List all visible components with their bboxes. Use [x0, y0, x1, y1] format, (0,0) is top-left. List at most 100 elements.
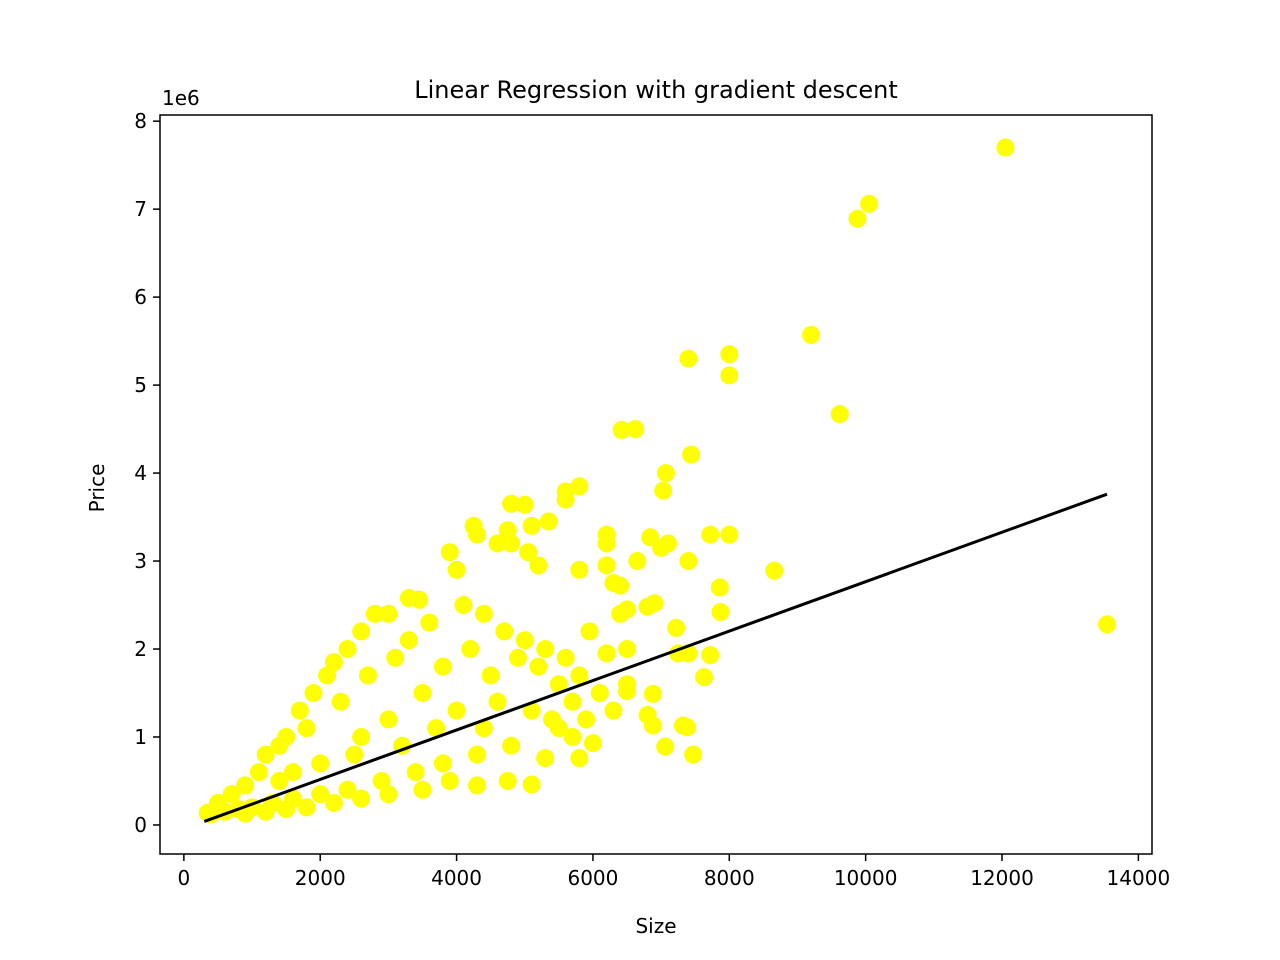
scatter-point — [358, 666, 377, 685]
scatter-point — [236, 776, 255, 795]
x-tick-label: 4000 — [431, 866, 482, 890]
scatter-point — [522, 516, 541, 535]
x-axis-label: Size — [635, 914, 676, 938]
scatter-point — [454, 596, 473, 615]
scatter-point — [290, 701, 309, 720]
scatter-point — [549, 675, 568, 694]
scatter-point — [338, 780, 357, 799]
scatter-point — [433, 657, 452, 676]
scatter-point — [447, 701, 466, 720]
scatter-point — [406, 763, 425, 782]
scatter-point — [352, 622, 371, 641]
scatter-point — [256, 745, 275, 764]
scatter-point — [352, 727, 371, 746]
regression-line-series — [203, 492, 1108, 823]
scatter-point — [638, 597, 657, 616]
y-tick-label: 5 — [134, 373, 147, 397]
scatter-point — [626, 420, 645, 439]
scatter-point — [502, 494, 521, 513]
scatter-point — [277, 800, 296, 819]
scatter-point — [536, 640, 555, 659]
scatter-point — [643, 716, 662, 735]
scatter-point — [318, 666, 337, 685]
scatter-point — [304, 684, 323, 703]
y-axis-label: Price — [85, 464, 109, 513]
x-tick-label: 14000 — [1107, 866, 1171, 890]
scatter-point — [563, 692, 582, 711]
scatter-point — [597, 534, 616, 553]
scatter-point — [515, 495, 534, 514]
scatter-point — [695, 668, 714, 687]
scatter-point — [628, 552, 647, 571]
scatter-point — [654, 481, 673, 500]
scatter-point — [413, 684, 432, 703]
scatter-point — [502, 534, 521, 553]
y-tick-label: 0 — [134, 813, 147, 837]
x-axis-ticks: 0 2000 4000 6000 8000 10000 12000 14000 — [177, 854, 1170, 890]
scatter-point — [447, 560, 466, 579]
x-tick-label: 2000 — [295, 866, 346, 890]
scatter-point — [996, 138, 1015, 157]
scatter-point — [324, 653, 343, 672]
scatter-point — [597, 644, 616, 663]
y-tick-label: 1 — [134, 725, 147, 749]
x-tick-label: 0 — [177, 866, 190, 890]
scatter-point — [311, 754, 330, 773]
scatter-point — [590, 684, 609, 703]
scatter-point — [563, 727, 582, 746]
scatter-point — [481, 666, 500, 685]
scatter-point — [618, 682, 637, 701]
scatter-point — [1098, 615, 1117, 634]
scatter-point — [611, 576, 630, 595]
scatter-point — [656, 737, 675, 756]
scatter-point — [515, 631, 534, 650]
scatter-point — [379, 785, 398, 804]
scatter-point — [488, 534, 507, 553]
scatter-point — [498, 771, 517, 790]
scatter-point — [711, 603, 730, 622]
scatter-point — [848, 209, 867, 228]
scatter-point — [270, 736, 289, 755]
scatter-point — [611, 604, 630, 623]
scatter-point — [502, 736, 521, 755]
scatter-point — [461, 640, 480, 659]
scatter-point — [338, 640, 357, 659]
y-tick-label: 3 — [134, 549, 147, 573]
scatter-point — [468, 745, 487, 764]
scatter-point — [222, 785, 241, 804]
scatter-point — [379, 710, 398, 729]
scatter-point — [413, 780, 432, 799]
scatter-point — [583, 734, 602, 753]
scatter-point — [536, 749, 555, 768]
scatter-point — [580, 622, 599, 641]
scatter-point — [345, 745, 364, 764]
scatter-point — [802, 325, 821, 344]
y-tick-label: 4 — [134, 461, 147, 485]
scatter-point — [311, 785, 330, 804]
scatter-point — [720, 366, 739, 385]
scatter-point — [570, 749, 589, 768]
scatter-point — [297, 798, 316, 817]
scatter-series — [198, 138, 1117, 824]
scatter-point — [410, 590, 429, 609]
chart-title: Linear Regression with gradient descent — [414, 76, 897, 104]
scatter-point — [468, 776, 487, 795]
scatter-point — [667, 618, 686, 637]
scatter-point — [701, 525, 720, 544]
scatter-point — [720, 525, 739, 544]
scatter-point — [570, 666, 589, 685]
scatter-point — [556, 490, 575, 509]
scatter-point — [529, 556, 548, 575]
scatter-point — [701, 646, 720, 665]
scatter-point — [283, 763, 302, 782]
scatter-point — [522, 701, 541, 720]
scatter-point — [682, 445, 701, 464]
y-tick-label: 7 — [134, 197, 147, 221]
scatter-point — [643, 684, 662, 703]
x-tick-label: 8000 — [704, 866, 755, 890]
scatter-point — [577, 710, 596, 729]
scatter-point — [539, 512, 558, 531]
scatter-point — [495, 622, 514, 641]
x-tick-label: 6000 — [567, 866, 618, 890]
